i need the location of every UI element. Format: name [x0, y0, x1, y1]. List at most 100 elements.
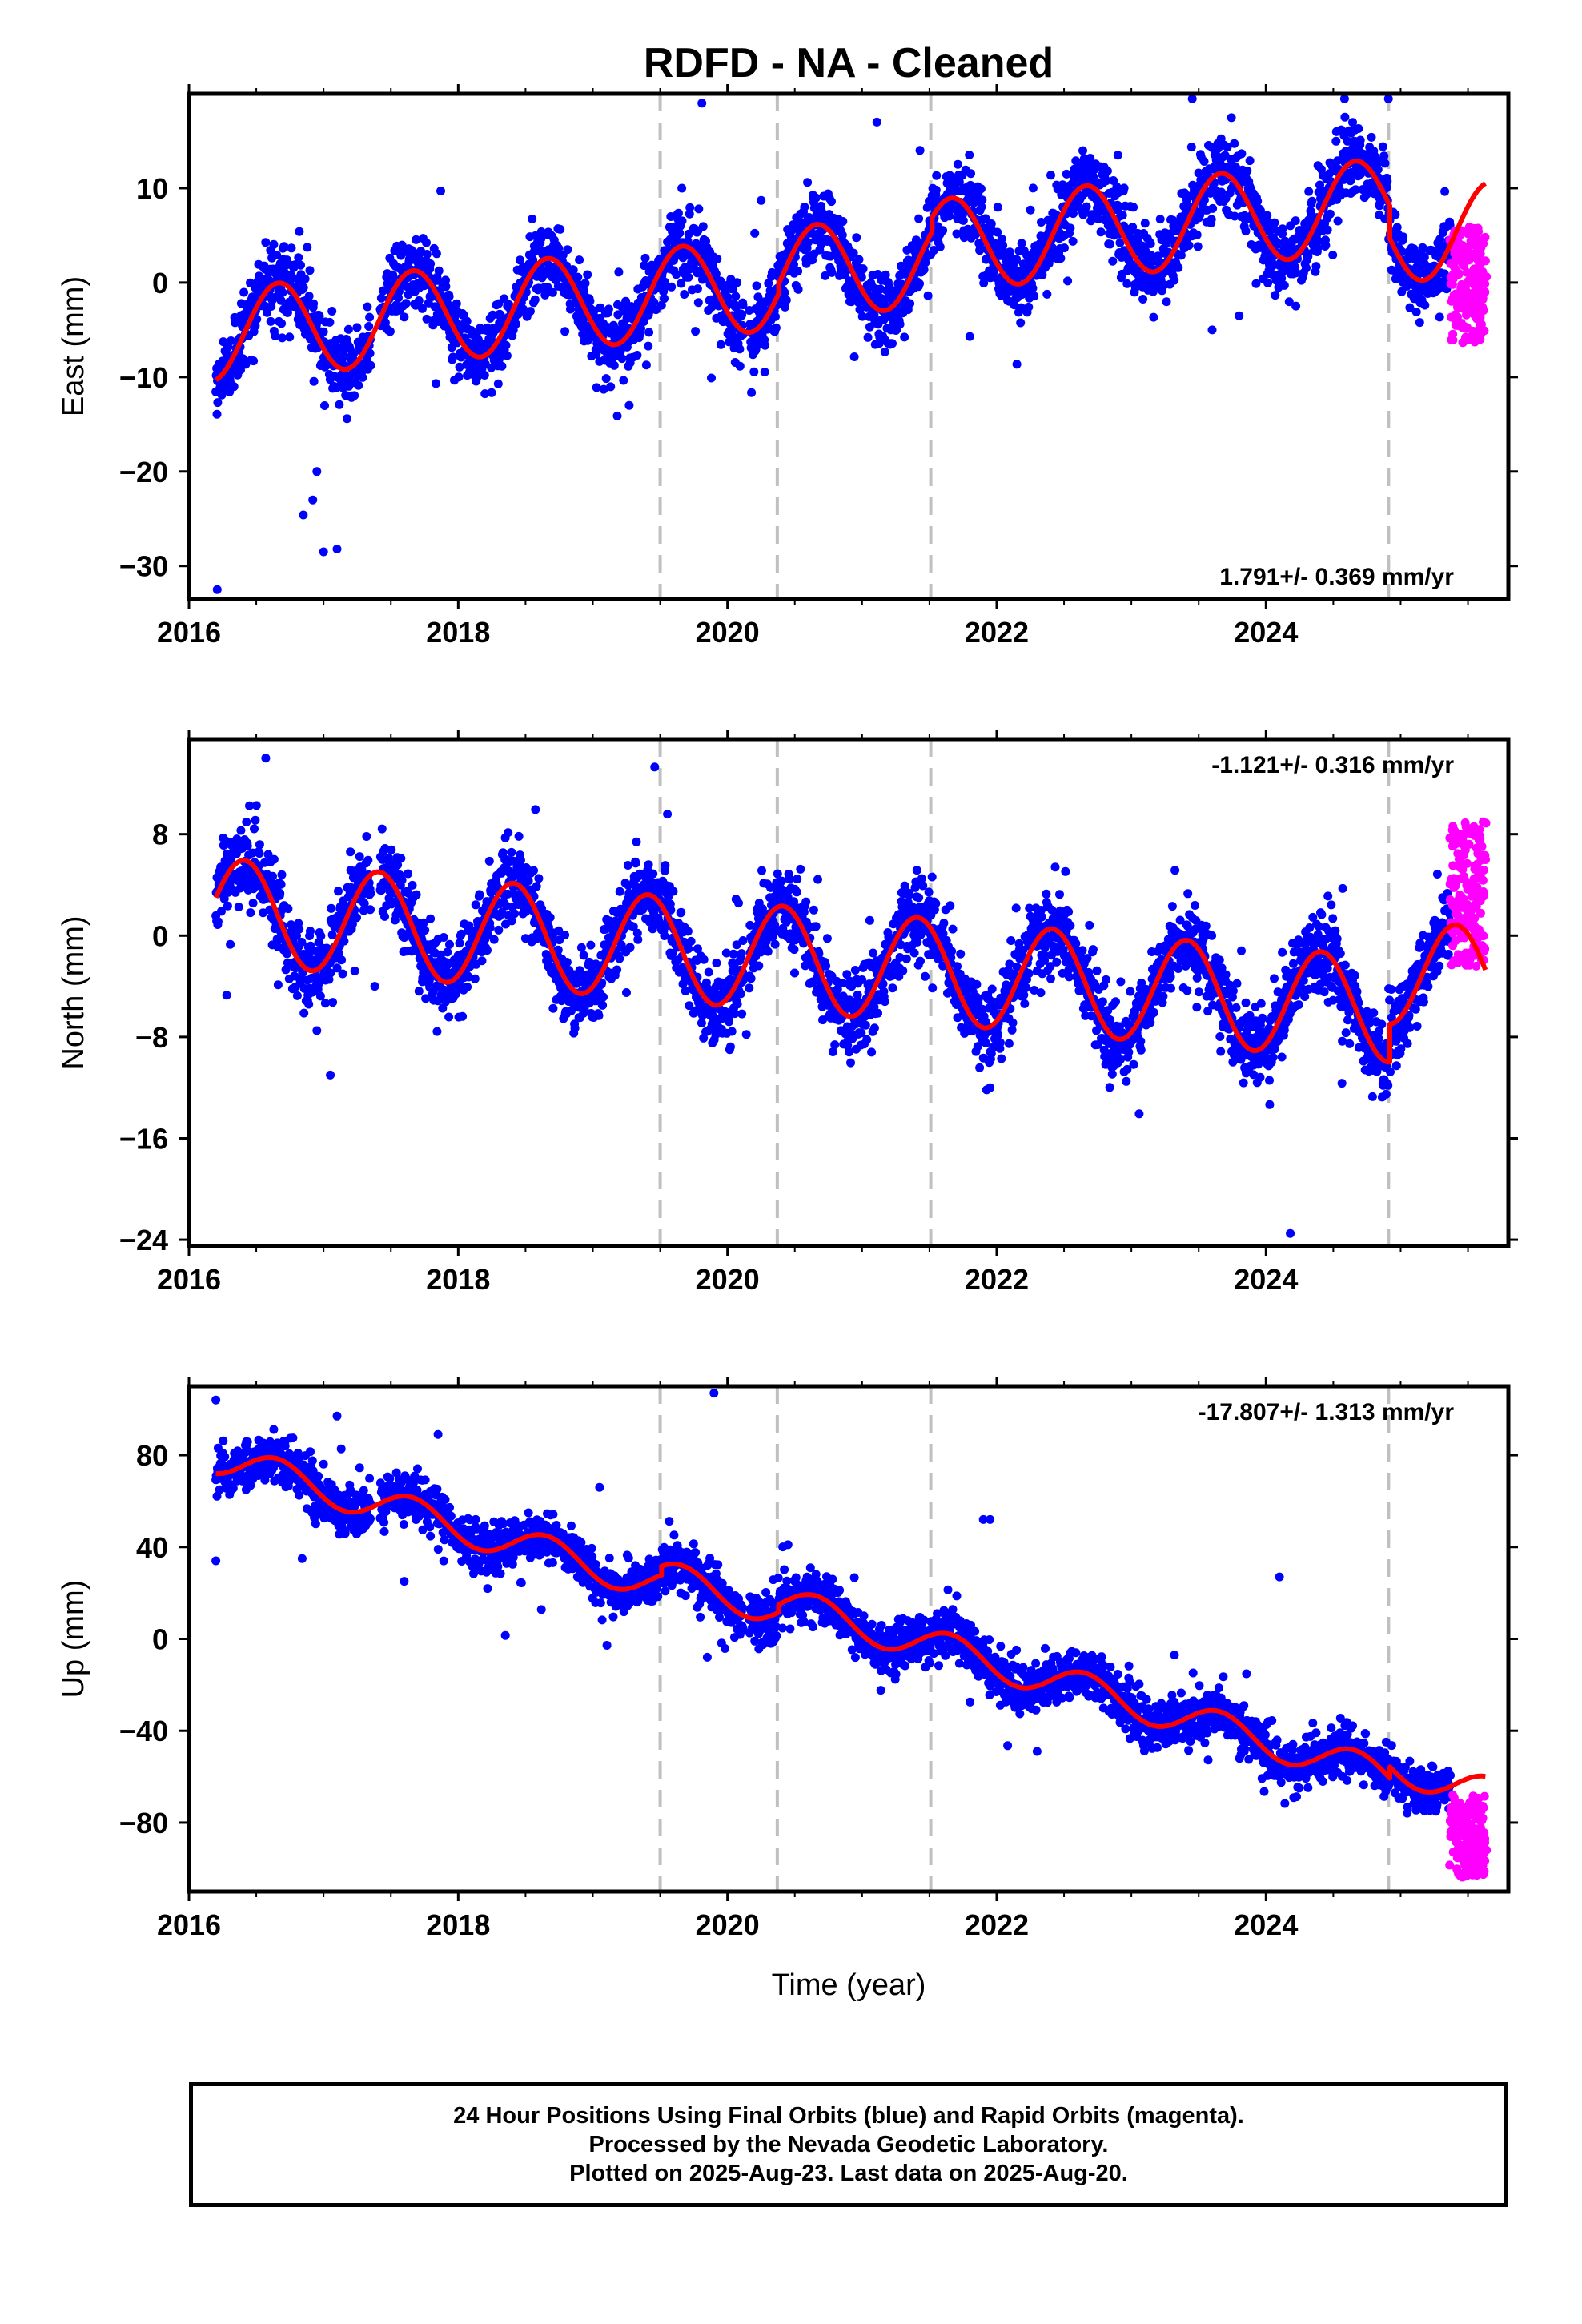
- final-orbit-point: [255, 840, 264, 850]
- final-orbit-point: [737, 1009, 747, 1019]
- final-orbit-point: [1391, 210, 1400, 219]
- final-orbit-point: [287, 243, 296, 253]
- final-orbit-point: [1108, 256, 1118, 266]
- final-orbit-point: [308, 495, 318, 505]
- x-tick-label: 2022: [965, 616, 1029, 649]
- x-tick-label: 2020: [696, 616, 760, 649]
- y-tick-label: 0: [152, 267, 168, 300]
- final-orbit-point: [698, 222, 708, 231]
- final-orbit-point: [1162, 297, 1171, 307]
- final-orbit-point: [752, 281, 761, 291]
- final-orbit-point: [1208, 203, 1218, 213]
- rapid-orbit-point: [1455, 269, 1464, 279]
- final-orbit-point: [377, 824, 387, 834]
- final-orbit-point: [583, 270, 592, 279]
- final-orbit-point: [684, 272, 693, 282]
- final-orbit-point: [601, 374, 611, 384]
- final-orbit-point: [444, 1012, 454, 1022]
- final-orbit-point: [339, 936, 349, 946]
- y-tick-label: 10: [136, 172, 168, 205]
- final-orbit-point: [619, 376, 628, 385]
- final-orbit-point: [379, 286, 388, 296]
- final-orbit-point: [251, 801, 261, 810]
- final-orbit-point: [863, 332, 873, 342]
- final-orbit-point: [1199, 157, 1209, 166]
- final-orbit-point: [1063, 276, 1073, 286]
- final-orbit-point: [915, 279, 924, 288]
- final-orbit-point: [905, 299, 915, 308]
- final-orbit-point: [275, 888, 285, 898]
- final-orbit-point: [1355, 135, 1365, 145]
- final-orbit-point: [352, 913, 361, 923]
- final-orbit-point: [426, 259, 436, 268]
- final-orbit-point: [644, 341, 653, 351]
- final-orbit-point: [471, 900, 480, 910]
- final-orbit-point: [633, 935, 643, 944]
- final-orbit-point: [239, 287, 249, 297]
- final-orbit-point: [953, 159, 962, 169]
- final-orbit-point: [380, 911, 389, 921]
- final-orbit-point: [315, 312, 324, 321]
- east-plot-frame: [187, 91, 1511, 601]
- final-orbit-point: [485, 923, 495, 932]
- final-orbit-point: [414, 987, 424, 996]
- final-orbit-point: [750, 228, 760, 238]
- final-orbit-point: [1030, 292, 1039, 301]
- final-orbit-point: [327, 307, 337, 316]
- rapid-orbit-point: [1474, 227, 1484, 236]
- final-orbit-point: [548, 1003, 558, 1013]
- final-orbit-point: [663, 810, 673, 819]
- final-orbit-point: [609, 360, 619, 370]
- rapid-orbit-point: [1478, 303, 1488, 312]
- east-rate-label: 1.791+/- 0.369 mm/yr: [1219, 564, 1454, 590]
- final-orbit-point: [747, 388, 757, 397]
- final-orbit-point: [1227, 113, 1236, 123]
- final-orbit-point: [475, 890, 484, 899]
- final-orbit-point: [677, 216, 687, 226]
- final-orbit-point: [299, 510, 308, 520]
- final-orbit-point: [914, 214, 924, 223]
- final-orbit-point: [780, 287, 789, 297]
- final-orbit-point: [504, 828, 513, 838]
- final-orbit-point: [462, 316, 472, 326]
- final-orbit-point: [277, 870, 287, 879]
- final-orbit-point: [502, 351, 512, 360]
- final-orbit-point: [400, 312, 409, 322]
- y-tick-label: −20: [119, 456, 168, 489]
- final-orbit-point: [433, 275, 443, 285]
- final-orbit-point: [272, 250, 282, 259]
- final-orbit-point: [965, 332, 974, 341]
- final-orbit-point: [213, 398, 223, 408]
- final-orbit-point: [632, 837, 641, 846]
- final-orbit-point: [1012, 360, 1022, 369]
- final-orbit-point: [242, 818, 251, 826]
- final-orbit-point: [299, 283, 308, 292]
- final-orbit-point: [528, 214, 537, 223]
- final-orbit-point: [229, 382, 239, 392]
- final-orbit-point: [1328, 251, 1338, 259]
- east-y-axis-label: East (mm): [57, 276, 90, 416]
- final-orbit-point: [338, 969, 347, 979]
- final-orbit-point: [761, 340, 770, 350]
- final-orbit-point: [993, 203, 1002, 212]
- final-orbit-point: [354, 380, 363, 390]
- final-orbit-point: [1241, 227, 1251, 236]
- final-orbit-point: [226, 939, 235, 949]
- final-orbit-point: [1017, 239, 1026, 248]
- final-orbit-point: [915, 146, 925, 155]
- final-orbit-point: [872, 117, 881, 127]
- final-orbit-point: [463, 982, 472, 991]
- final-orbit-point: [261, 238, 271, 247]
- final-orbit-point: [365, 312, 375, 322]
- final-orbit-point: [251, 815, 260, 825]
- final-orbit-point: [1028, 183, 1038, 193]
- final-orbit-point: [529, 866, 538, 875]
- final-orbit-point: [1129, 203, 1138, 212]
- final-orbit-point: [632, 351, 642, 360]
- final-orbit-point: [213, 917, 223, 927]
- final-orbit-point: [510, 909, 520, 919]
- final-orbit-point: [1278, 224, 1287, 234]
- final-orbit-point: [624, 400, 634, 410]
- final-orbit-point: [312, 467, 322, 476]
